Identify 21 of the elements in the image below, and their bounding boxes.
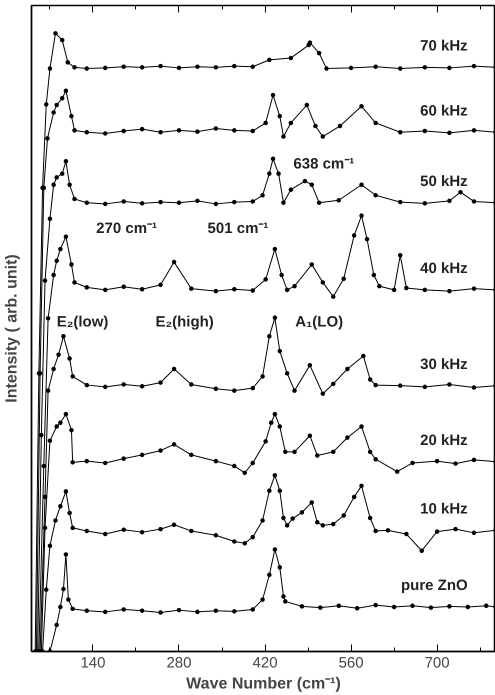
series-label: 10 kHz: [420, 500, 468, 518]
x-tick-label: 700: [424, 654, 450, 672]
series-label: 30 kHz: [420, 356, 468, 373]
x-tick-label: 280: [166, 654, 192, 672]
series-label: 20 kHz: [420, 432, 468, 449]
x-axis-title: Wave Number (cm⁻¹): [186, 676, 341, 692]
x-tick-label: 420: [252, 654, 278, 672]
series-label: pure ZnO: [400, 577, 468, 594]
annotation: 270 cm⁻¹: [96, 220, 158, 237]
series-label: 70 kHz: [420, 37, 468, 54]
x-tick-label: 560: [338, 654, 364, 672]
annotation: E₂(high): [155, 314, 214, 331]
annotation: E₂(low): [56, 314, 108, 331]
series-label: 40 kHz: [420, 260, 468, 277]
series-label: 60 kHz: [420, 102, 468, 120]
annotation: A₁(LO): [295, 314, 344, 331]
annotation: 638 cm⁻¹: [293, 155, 354, 172]
y-axis-title: Intensity ( arb. unit): [4, 254, 20, 403]
series-label: 50 kHz: [420, 172, 468, 190]
annotation: 501 cm⁻¹: [208, 220, 268, 237]
x-tick-label: 140: [80, 654, 106, 672]
